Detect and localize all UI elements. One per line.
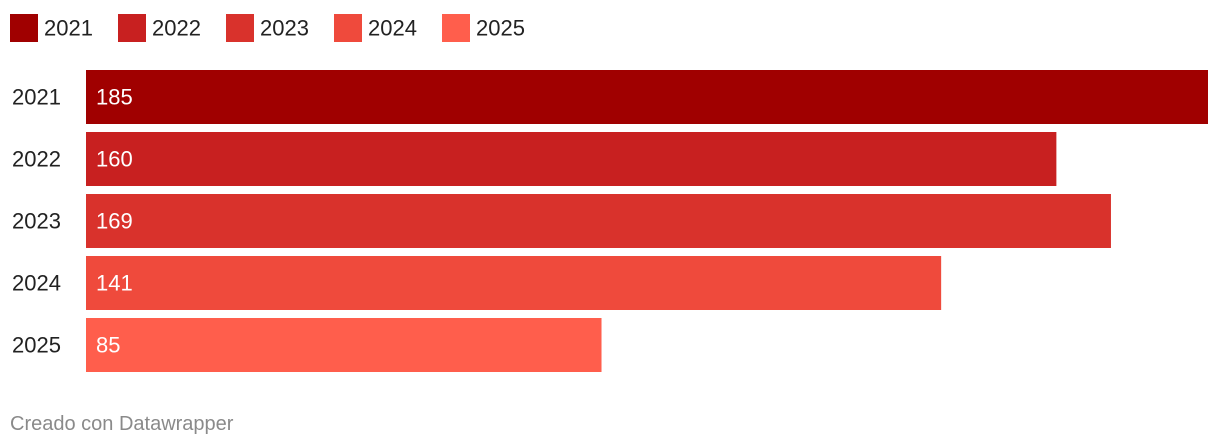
legend-swatch-2024 [334,14,362,42]
bar-2025 [86,318,602,372]
bar-2021 [86,70,1208,124]
legend-label-2024: 2024 [368,16,417,41]
legend-label-2023: 2023 [260,16,309,41]
category-label-2021: 2021 [12,85,61,110]
legend-label-2025: 2025 [476,16,525,41]
footer-credit: Creado con Datawrapper [10,413,234,435]
category-label-2025: 2025 [12,333,61,358]
bar-2024 [86,256,942,310]
legend: 2021 2022 2023 2024 2025 [10,14,525,42]
legend-swatch-2023 [226,14,254,42]
value-label-2025: 85 [96,333,120,358]
category-label-2023: 2023 [12,209,61,234]
value-label-2022: 160 [96,147,133,172]
bars [86,70,1208,372]
category-label-2024: 2024 [12,271,61,296]
value-label-2021: 185 [96,85,133,110]
legend-swatch-2025 [442,14,470,42]
category-labels: 2021 2022 2023 2024 2025 [12,85,61,358]
legend-swatch-2022 [118,14,146,42]
value-label-2023: 169 [96,209,133,234]
legend-swatch-2021 [10,14,38,42]
category-label-2022: 2022 [12,147,61,172]
value-label-2024: 141 [96,271,133,296]
bar-chart: 2021 2022 2023 2024 2025 2021202220232024202… [10,14,1208,372]
value-labels: 185 160 169 141 85 [96,85,133,358]
bar-2022 [86,132,1057,186]
legend-label-2021: 2021 [44,16,93,41]
bar-2023 [86,194,1111,248]
legend-label-2022: 2022 [152,16,201,41]
